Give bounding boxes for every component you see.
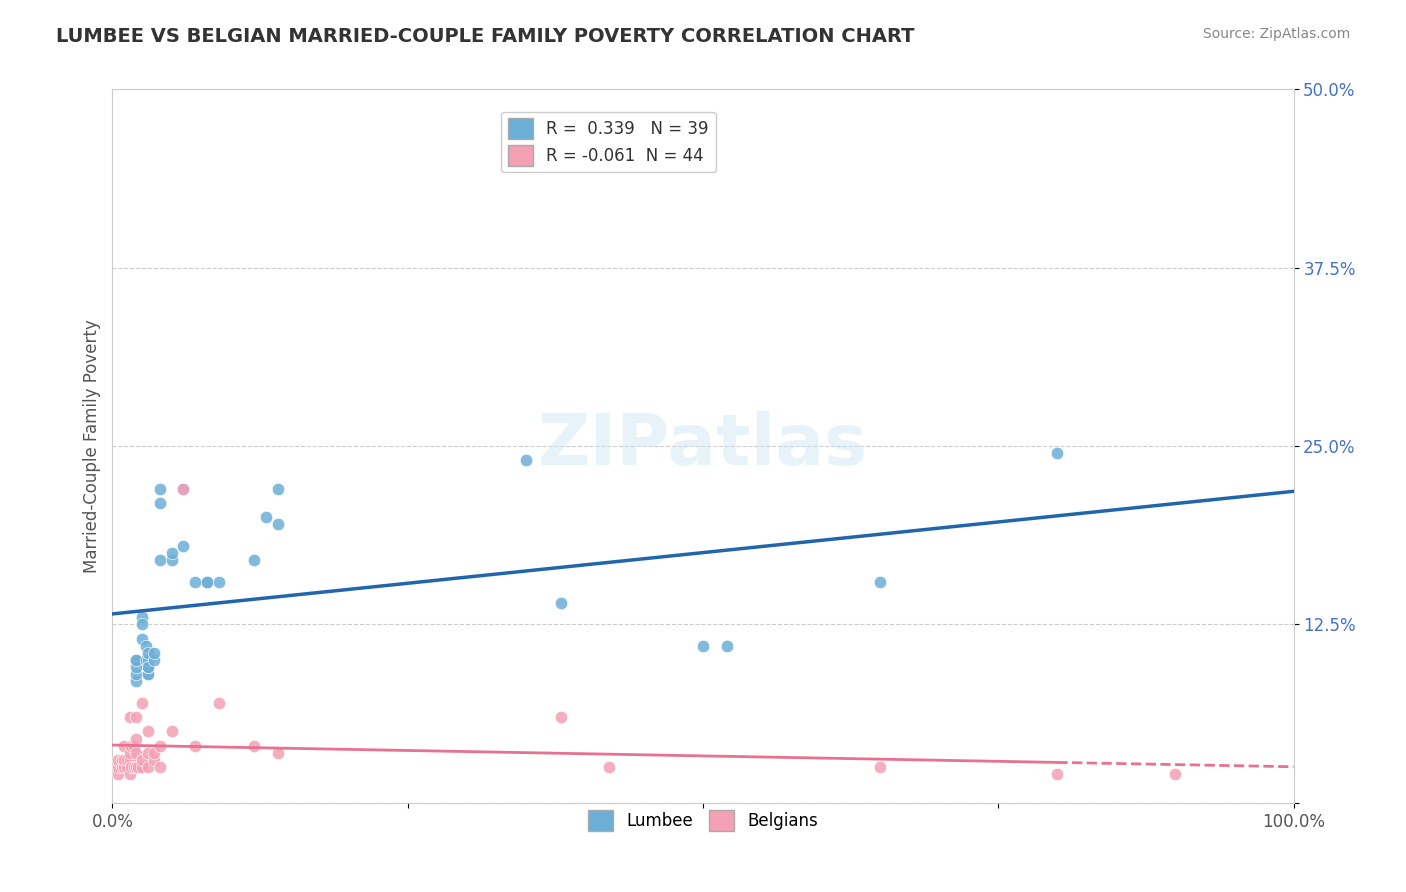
Point [142,653,165,667]
Point [172,539,194,553]
Point [267,482,290,496]
Point [107,767,129,781]
Point [122,760,145,774]
Point [131,610,153,624]
Point [172,482,194,496]
Point [136,660,159,674]
Point [149,496,172,510]
Point [131,753,153,767]
Point [142,746,165,760]
Point [127,760,149,774]
Point [115,760,138,774]
Point [120,767,142,781]
Point [112,753,135,767]
Point [1164,767,1187,781]
Point [120,760,142,774]
Point [120,710,142,724]
Text: Source: ZipAtlas.com: Source: ZipAtlas.com [1202,27,1350,41]
Point [136,660,159,674]
Point [692,639,714,653]
Point [142,753,165,767]
Point [598,760,620,774]
Point [267,517,290,532]
Point [136,667,159,681]
Point [1046,446,1069,460]
Point [550,596,572,610]
Point [267,746,290,760]
Point [135,639,157,653]
Point [243,739,266,753]
Point [136,646,159,660]
Point [716,639,738,653]
Point [254,510,277,524]
Point [869,760,891,774]
Point [111,760,134,774]
Point [136,653,159,667]
Point [243,553,266,567]
Point [125,710,148,724]
Point [120,753,142,767]
Point [131,617,153,632]
Point [550,710,572,724]
Point [131,696,153,710]
Point [135,653,157,667]
Point [131,760,153,774]
Point [149,482,172,496]
Point [125,760,148,774]
Point [515,453,537,467]
Y-axis label: Married-Couple Family Poverty: Married-Couple Family Poverty [83,319,101,573]
Point [125,746,148,760]
Point [136,760,159,774]
Point [125,674,148,689]
Point [107,753,129,767]
Legend: Lumbee, Belgians: Lumbee, Belgians [581,804,825,838]
Point [208,696,231,710]
Point [111,753,134,767]
Point [107,760,129,774]
Point [184,574,207,589]
Point [172,482,194,496]
Point [112,760,135,774]
Point [112,739,135,753]
Point [136,667,159,681]
Point [195,574,218,589]
Point [136,746,159,760]
Point [149,553,172,567]
Point [1046,767,1069,781]
Point [160,546,183,560]
Point [120,739,142,753]
Point [869,574,891,589]
Point [125,667,148,681]
Point [136,724,159,739]
Point [142,646,165,660]
Point [125,731,148,746]
Text: ZIPatlas: ZIPatlas [538,411,868,481]
Point [160,724,183,739]
Point [122,739,145,753]
Point [125,653,148,667]
Point [125,653,148,667]
Point [160,553,183,567]
Point [149,739,172,753]
Point [195,574,218,589]
Point [149,760,172,774]
Point [131,632,153,646]
Point [115,753,138,767]
Point [125,660,148,674]
Text: LUMBEE VS BELGIAN MARRIED-COUPLE FAMILY POVERTY CORRELATION CHART: LUMBEE VS BELGIAN MARRIED-COUPLE FAMILY … [56,27,915,45]
Point [184,739,207,753]
Point [208,574,231,589]
Point [120,746,142,760]
